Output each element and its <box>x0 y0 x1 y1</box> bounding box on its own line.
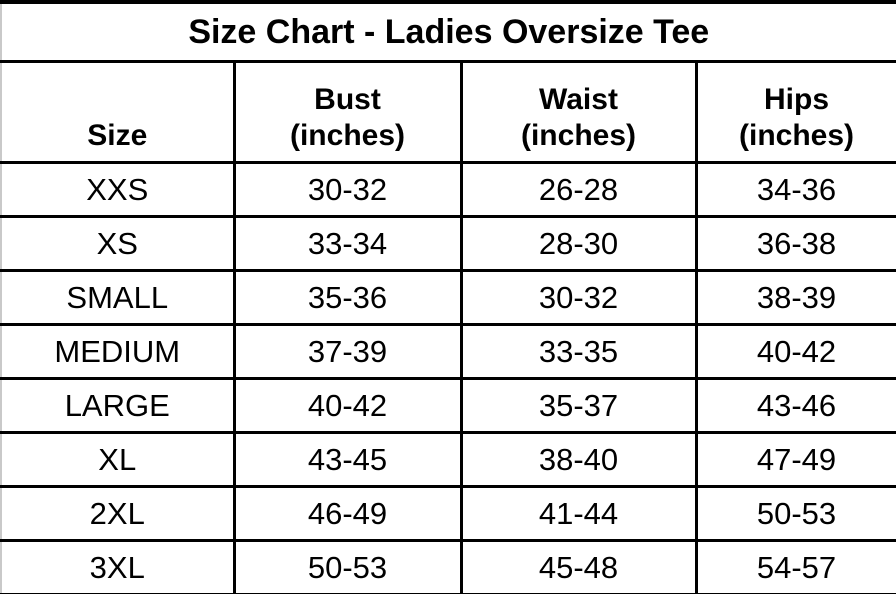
bust-cell: 50-53 <box>232 539 463 594</box>
column-header-bust: Bust (inches) <box>232 60 463 164</box>
size-cell: MEDIUM <box>0 323 236 380</box>
bust-cell: 37-39 <box>232 323 463 380</box>
column-header-size: Size <box>0 60 236 164</box>
size-cell: 2XL <box>0 485 236 542</box>
waist-cell: 26-28 <box>459 161 698 218</box>
table-row: SMALL 35-36 30-32 38-39 <box>0 269 896 326</box>
hips-cell: 43-46 <box>694 377 896 434</box>
size-cell: XXS <box>0 161 236 218</box>
waist-cell: 28-30 <box>459 215 698 272</box>
size-cell: SMALL <box>0 269 236 326</box>
hips-cell: 38-39 <box>694 269 896 326</box>
hips-cell: 40-42 <box>694 323 896 380</box>
column-header-bust-unit: (inches) <box>289 119 406 153</box>
column-header-bust-label: Bust <box>314 82 381 116</box>
hips-cell: 50-53 <box>694 485 896 542</box>
hips-cell: 54-57 <box>694 539 896 594</box>
waist-cell: 33-35 <box>459 323 698 380</box>
column-header-waist-label: Waist <box>539 82 618 116</box>
size-cell: XL <box>0 431 236 488</box>
waist-cell: 35-37 <box>459 377 698 434</box>
hips-cell: 36-38 <box>694 215 896 272</box>
hips-cell: 47-49 <box>694 431 896 488</box>
table-row: 3XL 50-53 45-48 54-57 <box>0 539 896 594</box>
table-row: 2XL 46-49 41-44 50-53 <box>0 485 896 542</box>
table-row: XL 43-45 38-40 47-49 <box>0 431 896 488</box>
table-row: LARGE 40-42 35-37 43-46 <box>0 377 896 434</box>
column-header-hips-unit: (inches) <box>739 119 855 153</box>
column-header-hips-label: Hips <box>764 82 830 116</box>
size-cell: XS <box>0 215 236 272</box>
table-row: MEDIUM 37-39 33-35 40-42 <box>0 323 896 380</box>
size-cell: 3XL <box>0 539 236 594</box>
hips-cell: 34-36 <box>694 161 896 218</box>
bust-cell: 35-36 <box>232 269 463 326</box>
table-row: XXS 30-32 26-28 34-36 <box>0 161 896 218</box>
table-row: XS 33-34 28-30 36-38 <box>0 215 896 272</box>
waist-cell: 45-48 <box>459 539 698 594</box>
column-header-size-label: Size <box>87 119 148 153</box>
bust-cell: 40-42 <box>232 377 463 434</box>
chart-title: Size Chart - Ladies Oversize Tee <box>0 0 896 63</box>
waist-cell: 38-40 <box>459 431 698 488</box>
column-header-waist-unit: (inches) <box>520 119 637 153</box>
bust-cell: 30-32 <box>232 161 463 218</box>
size-cell: LARGE <box>0 377 236 434</box>
bust-cell: 33-34 <box>232 215 463 272</box>
bust-cell: 46-49 <box>232 485 463 542</box>
bust-cell: 43-45 <box>232 431 463 488</box>
column-header-hips: Hips (inches) <box>694 60 896 164</box>
header-row: Size Bust (inches) Waist (inches) Hips (… <box>0 60 896 164</box>
waist-cell: 30-32 <box>459 269 698 326</box>
waist-cell: 41-44 <box>459 485 698 542</box>
title-row: Size Chart - Ladies Oversize Tee <box>0 0 896 63</box>
column-header-waist: Waist (inches) <box>459 60 698 164</box>
